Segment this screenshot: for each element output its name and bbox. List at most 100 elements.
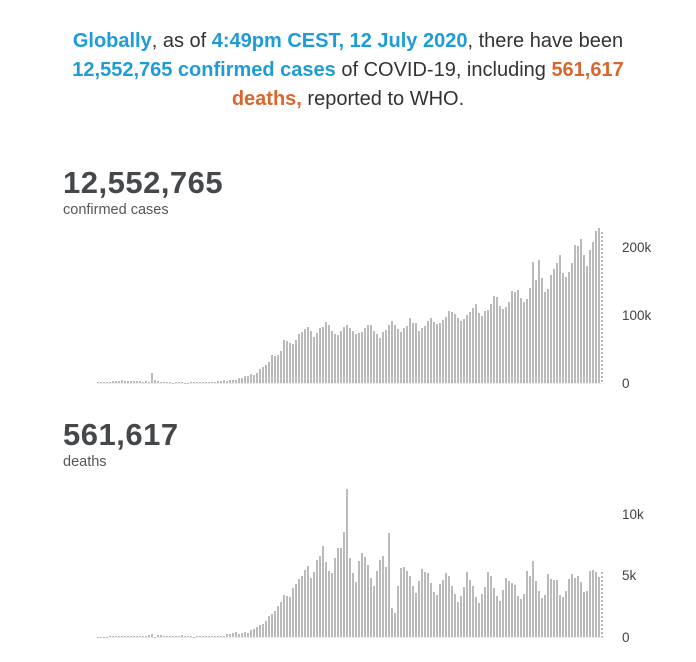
bar xyxy=(142,381,144,383)
bar xyxy=(586,590,588,637)
bar xyxy=(508,581,510,637)
bar xyxy=(355,582,357,637)
bar xyxy=(475,304,477,383)
bar xyxy=(100,382,102,383)
bar xyxy=(577,576,579,637)
bar xyxy=(538,590,540,637)
bar xyxy=(580,581,582,637)
bar xyxy=(457,602,459,637)
bar xyxy=(430,317,432,383)
bar xyxy=(421,327,423,383)
bar xyxy=(589,571,591,637)
bar xyxy=(583,255,585,383)
bar xyxy=(109,381,111,383)
headline-segment: 561,617 deaths, xyxy=(231,59,624,110)
bar xyxy=(346,489,348,637)
bar xyxy=(190,382,192,383)
bar xyxy=(589,249,591,383)
bar xyxy=(481,315,483,383)
bar xyxy=(433,591,435,637)
bar xyxy=(484,311,486,383)
bar xyxy=(466,314,468,383)
bar xyxy=(238,633,240,637)
bar xyxy=(556,579,558,637)
bar xyxy=(133,381,135,383)
bar xyxy=(121,380,123,383)
bar xyxy=(109,636,111,637)
bar xyxy=(274,611,276,637)
bar xyxy=(532,262,534,383)
bar xyxy=(505,307,507,383)
bar xyxy=(595,230,597,383)
bar xyxy=(166,381,168,383)
bar xyxy=(262,366,264,383)
bar xyxy=(199,382,201,383)
bar xyxy=(256,372,258,383)
bar xyxy=(328,571,330,637)
bar xyxy=(259,625,261,637)
bar xyxy=(412,585,414,637)
bar xyxy=(412,323,414,383)
bar xyxy=(571,573,573,637)
bar xyxy=(424,325,426,383)
confirmed-cases-chart: 200k 100k 0 xyxy=(97,225,696,391)
bar xyxy=(238,378,240,383)
bar xyxy=(205,636,207,637)
bar xyxy=(184,636,186,637)
bar xyxy=(235,631,237,637)
bar xyxy=(364,327,366,383)
bar xyxy=(133,635,135,637)
bar xyxy=(115,636,117,637)
bar xyxy=(286,595,288,637)
y-tick-label: 100k xyxy=(622,308,652,324)
bar xyxy=(415,322,417,383)
bar xyxy=(547,573,549,637)
bar xyxy=(274,355,276,383)
bar xyxy=(370,577,372,637)
bar xyxy=(232,633,234,637)
bar xyxy=(541,277,543,383)
bar xyxy=(598,576,600,637)
bar xyxy=(358,560,360,637)
bar xyxy=(442,579,444,637)
bar xyxy=(241,377,243,383)
bar xyxy=(379,337,381,383)
bar xyxy=(208,381,210,383)
bar xyxy=(145,381,147,383)
bar xyxy=(469,312,471,383)
bar xyxy=(466,571,468,637)
bar xyxy=(448,575,450,637)
bar xyxy=(388,532,390,637)
bar xyxy=(376,570,378,637)
bar xyxy=(568,271,570,383)
bar xyxy=(592,241,594,383)
bar xyxy=(136,635,138,637)
bar xyxy=(115,381,117,383)
bar xyxy=(322,326,324,383)
bar xyxy=(358,332,360,383)
bar xyxy=(226,380,228,383)
bar xyxy=(445,317,447,383)
summary-headline: Globally, as of 4:49pm CEST, 12 July 202… xyxy=(56,0,640,114)
bar xyxy=(379,559,381,637)
bar xyxy=(124,380,126,383)
bar xyxy=(223,380,225,383)
bar xyxy=(367,325,369,383)
bar xyxy=(181,635,183,637)
bar xyxy=(139,381,141,383)
y-tick-label: 0 xyxy=(622,630,630,645)
bar xyxy=(253,375,255,383)
bar xyxy=(226,634,228,637)
bar xyxy=(556,262,558,383)
bar xyxy=(328,324,330,383)
bar xyxy=(400,332,402,383)
bar xyxy=(229,634,231,637)
bar xyxy=(523,301,525,383)
bar xyxy=(553,269,555,383)
bar xyxy=(313,571,315,637)
bar xyxy=(292,343,294,383)
bar xyxy=(211,635,213,637)
bar xyxy=(244,631,246,637)
bar xyxy=(574,577,576,637)
